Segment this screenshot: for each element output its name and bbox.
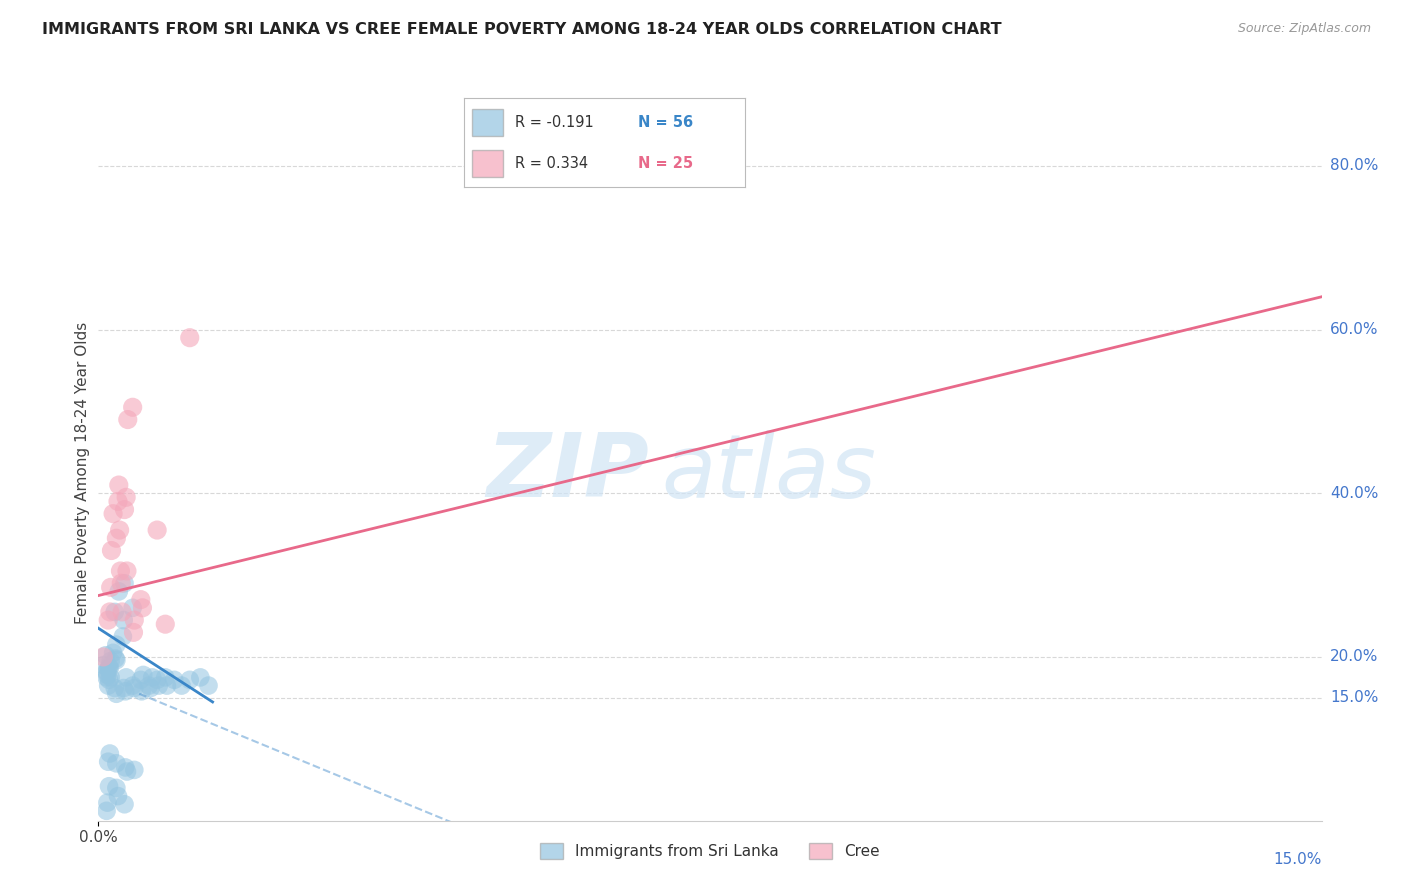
Point xyxy=(105,638,128,652)
Text: 15.0%: 15.0% xyxy=(1274,852,1322,867)
FancyBboxPatch shape xyxy=(472,109,503,136)
Text: atlas: atlas xyxy=(661,430,876,516)
Point xyxy=(163,673,186,687)
Point xyxy=(110,564,132,578)
Point xyxy=(97,679,120,693)
Point xyxy=(104,605,127,619)
Point xyxy=(104,651,127,665)
Text: ZIP: ZIP xyxy=(486,429,648,516)
Point xyxy=(96,665,118,679)
Point xyxy=(98,661,121,675)
Point xyxy=(141,670,163,684)
Point xyxy=(148,679,170,693)
Text: N = 25: N = 25 xyxy=(638,156,693,170)
Point xyxy=(97,755,120,769)
Point xyxy=(98,605,121,619)
Point xyxy=(107,789,129,803)
Point xyxy=(105,780,128,795)
Point xyxy=(91,658,114,673)
Point xyxy=(96,804,118,818)
Legend: Immigrants from Sri Lanka, Cree: Immigrants from Sri Lanka, Cree xyxy=(534,837,886,865)
Point xyxy=(115,670,138,684)
Text: R = 0.334: R = 0.334 xyxy=(515,156,588,170)
Point xyxy=(100,670,122,684)
Point xyxy=(155,670,177,684)
Point xyxy=(111,605,134,619)
Point xyxy=(124,681,146,695)
Point xyxy=(98,673,121,687)
Point xyxy=(101,507,124,521)
Point xyxy=(197,679,219,693)
Point xyxy=(131,600,153,615)
Point xyxy=(146,673,169,687)
Point xyxy=(124,613,146,627)
Point xyxy=(146,523,169,537)
Text: 40.0%: 40.0% xyxy=(1330,486,1378,500)
Point xyxy=(97,662,120,676)
Point xyxy=(122,625,145,640)
Point xyxy=(108,584,131,599)
Point xyxy=(114,502,136,516)
Point xyxy=(100,580,122,594)
Point xyxy=(139,681,162,695)
Point xyxy=(98,779,121,793)
Point xyxy=(170,679,193,693)
Text: Source: ZipAtlas.com: Source: ZipAtlas.com xyxy=(1237,22,1371,36)
Y-axis label: Female Poverty Among 18-24 Year Olds: Female Poverty Among 18-24 Year Olds xyxy=(75,322,90,624)
Point xyxy=(110,576,132,591)
Point xyxy=(121,600,143,615)
Point xyxy=(105,687,128,701)
Text: R = -0.191: R = -0.191 xyxy=(515,115,593,129)
Text: IMMIGRANTS FROM SRI LANKA VS CREE FEMALE POVERTY AMONG 18-24 YEAR OLDS CORRELATI: IMMIGRANTS FROM SRI LANKA VS CREE FEMALE… xyxy=(42,22,1002,37)
Point xyxy=(94,648,117,663)
Point xyxy=(108,478,131,492)
Point xyxy=(96,670,118,684)
Point xyxy=(105,756,128,771)
Text: N = 56: N = 56 xyxy=(638,115,693,129)
Point xyxy=(112,613,135,627)
Point xyxy=(131,684,153,698)
Point xyxy=(112,681,135,695)
Point xyxy=(100,543,122,558)
Point xyxy=(96,668,118,682)
Point xyxy=(156,679,179,693)
Point xyxy=(129,673,152,687)
Point xyxy=(101,646,124,660)
Point xyxy=(105,653,128,667)
Point xyxy=(114,684,136,698)
Point xyxy=(96,796,118,810)
Point xyxy=(138,679,160,693)
Point xyxy=(115,764,138,779)
FancyBboxPatch shape xyxy=(472,150,503,177)
Point xyxy=(108,523,131,537)
Point xyxy=(91,649,114,664)
Text: 20.0%: 20.0% xyxy=(1330,649,1378,665)
Point xyxy=(114,576,136,591)
Point xyxy=(104,681,127,695)
Point xyxy=(179,331,201,345)
Point xyxy=(115,491,138,505)
Point xyxy=(132,668,155,682)
Point xyxy=(114,797,136,812)
Point xyxy=(98,747,121,761)
Text: 80.0%: 80.0% xyxy=(1330,158,1378,173)
Point xyxy=(98,659,121,673)
Point xyxy=(107,494,129,508)
Point xyxy=(105,531,128,545)
Point xyxy=(117,412,139,426)
Point xyxy=(114,760,136,774)
Point xyxy=(129,592,152,607)
Text: 60.0%: 60.0% xyxy=(1330,322,1378,337)
Point xyxy=(155,617,177,632)
Point xyxy=(97,613,120,627)
Text: 15.0%: 15.0% xyxy=(1330,690,1378,706)
Point xyxy=(124,763,146,777)
Point xyxy=(188,670,212,684)
Point xyxy=(111,630,134,644)
Point xyxy=(179,673,201,687)
Point xyxy=(121,401,143,415)
Point xyxy=(100,654,122,668)
Point xyxy=(121,679,143,693)
Point xyxy=(115,564,138,578)
